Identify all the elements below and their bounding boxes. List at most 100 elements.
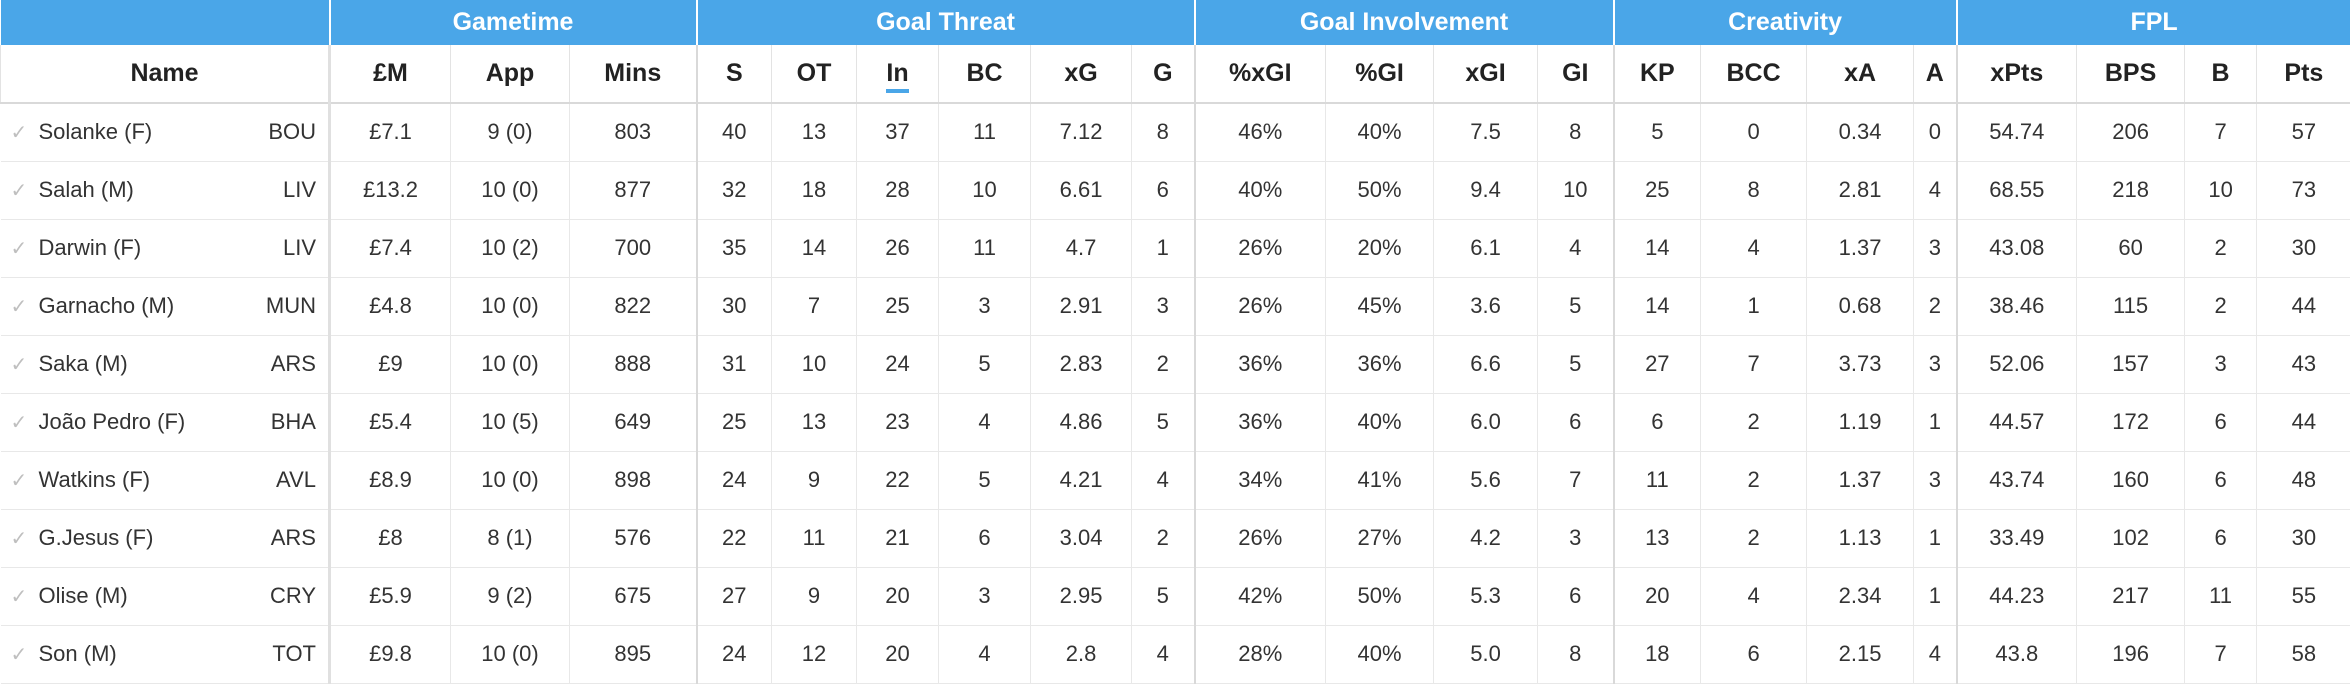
stat-cell: 10 (0) — [450, 161, 570, 220]
checkmark-icon[interactable]: ✓ — [10, 527, 28, 550]
stat-cell: 22 — [695, 509, 772, 568]
table-row[interactable]: ✓ Watkins (F) AVL £8.9 10 (0) 898 24 9 22 5 4.21 4 3… — [0, 451, 2350, 510]
stat-cell: 8 — [1537, 625, 1614, 684]
player-name-cell[interactable]: ✓ Saka (M) ARS — [0, 335, 331, 394]
player-name-cell[interactable]: ✓ Salah (M) LIV — [0, 161, 331, 220]
column-header-col-5[interactable]: OT — [771, 45, 857, 104]
table-row[interactable]: ✓ G.Jesus (F) ARS £8 8 (1) 576 22 11 21 6 3.04 2 26%… — [0, 509, 2350, 568]
stat-cell: 22 — [856, 451, 939, 510]
stat-cell: 6 — [2184, 509, 2257, 568]
column-header-label: App — [485, 59, 535, 87]
stat-cell: 10 — [1537, 161, 1614, 220]
table-row[interactable]: ✓ Olise (M) CRY £5.9 9 (2) 675 27 9 20 3 2.95 5 42% 5… — [0, 567, 2350, 626]
column-header-col-12[interactable]: xGI — [1433, 45, 1538, 104]
stat-cell: 5 — [1131, 567, 1195, 626]
stat-cell: 8 — [1131, 103, 1195, 162]
stat-cell: 32 — [695, 161, 772, 220]
stat-cell: 50% — [1325, 567, 1434, 626]
player-team: MUN — [265, 293, 316, 318]
column-header-col-17[interactable]: A — [1913, 45, 1957, 104]
stat-cell: 33.49 — [1955, 509, 2077, 568]
stat-cell: 10 — [938, 161, 1031, 220]
player-name-cell[interactable]: ✓ G.Jesus (F) ARS — [0, 509, 331, 568]
stat-cell: 2 — [2184, 219, 2257, 278]
stat-cell: 43 — [2256, 335, 2350, 394]
column-header-col-14[interactable]: KP — [1612, 45, 1701, 104]
stat-cell: 9 (0) — [450, 103, 570, 162]
stat-cell: 20% — [1325, 219, 1434, 278]
stat-cell: 6 — [1537, 393, 1614, 452]
table-row[interactable]: ✓ Darwin (F) LIV £7.4 10 (2) 700 35 14 26 11 4.7 1 2… — [0, 219, 2350, 278]
checkmark-icon[interactable]: ✓ — [10, 643, 28, 666]
checkmark-icon[interactable]: ✓ — [10, 469, 28, 492]
column-header-col-21[interactable]: Pts — [2256, 45, 2350, 104]
column-header-col-4[interactable]: S — [695, 45, 772, 104]
stat-cell: 73 — [2256, 161, 2350, 220]
column-header-row: Name £M App Mins S OT In BC xG G %xGI %GI xGI GI KP BCC… — [0, 45, 2350, 104]
player-name: Solanke (F) — [38, 119, 153, 145]
stat-cell: 6 — [1700, 625, 1807, 684]
stat-cell: 3 — [2184, 335, 2257, 394]
player-name-cell[interactable]: ✓ Olise (M) CRY — [0, 567, 331, 626]
table-row[interactable]: ✓ Solanke (F) BOU £7.1 9 (0) 803 40 13 37 11 7.12 8… — [0, 103, 2350, 162]
column-header-col-20[interactable]: B — [2184, 45, 2257, 104]
table-row[interactable]: ✓ Garnacho (M) MUN £4.8 10 (0) 822 30 7 25 3 2.91 3… — [0, 277, 2350, 336]
stat-cell: 5 — [1131, 393, 1195, 452]
column-header-col-1[interactable]: £M — [328, 45, 451, 104]
checkmark-icon[interactable]: ✓ — [10, 121, 28, 144]
stat-cell: 1.13 — [1806, 509, 1914, 568]
checkmark-icon[interactable]: ✓ — [10, 585, 28, 608]
column-header-col-8[interactable]: xG — [1030, 45, 1132, 104]
column-header-label: xGI — [1465, 59, 1506, 87]
checkmark-icon[interactable]: ✓ — [10, 353, 28, 376]
player-name-cell[interactable]: ✓ Darwin (F) LIV — [0, 219, 331, 278]
stat-cell: 25 — [695, 393, 772, 452]
column-header-col-9[interactable]: G — [1131, 45, 1195, 104]
checkmark-icon[interactable]: ✓ — [10, 179, 28, 202]
table-row[interactable]: ✓ João Pedro (F) BHA £5.4 10 (5) 649 25 13 23 4 4.… — [0, 393, 2350, 452]
player-name-cell[interactable]: ✓ Garnacho (M) MUN — [0, 277, 331, 336]
player-name: G.Jesus (F) — [38, 525, 154, 550]
column-header-col-6[interactable]: In — [856, 45, 939, 104]
player-team: BHA — [270, 409, 316, 434]
column-header-name[interactable]: Name — [0, 45, 331, 104]
player-name-cell[interactable]: ✓ Solanke (F) BOU — [0, 103, 331, 162]
stat-cell: 7 — [1537, 451, 1614, 510]
stat-cell: 4.86 — [1030, 393, 1132, 452]
column-header-col-11[interactable]: %GI — [1325, 45, 1434, 104]
column-header-col-3[interactable]: Mins — [568, 45, 697, 104]
player-name-cell[interactable]: ✓ Watkins (F) AVL — [0, 451, 331, 510]
column-header-col-15[interactable]: BCC — [1700, 45, 1807, 104]
column-header-col-16[interactable]: xA — [1806, 45, 1914, 104]
stat-cell: 1 — [1913, 509, 1957, 568]
stat-cell: 4 — [938, 625, 1031, 684]
table-row[interactable]: ✓ Saka (M) ARS £9 10 (0) 888 31 10 24 5 2.83 2 36% 36… — [0, 335, 2350, 394]
column-header-col-19[interactable]: BPS — [2076, 45, 2185, 104]
stat-cell: 24 — [695, 625, 772, 684]
checkmark-icon[interactable]: ✓ — [10, 237, 28, 260]
column-header-label: BCC — [1726, 59, 1781, 87]
player-team: LIV — [282, 235, 316, 260]
table-row[interactable]: ✓ Son (M) TOT £9.8 10 (0) 895 24 12 20 4 2.8 4 28% 40… — [0, 625, 2350, 684]
column-header-col-10[interactable]: %xGI — [1193, 45, 1326, 104]
checkmark-icon[interactable]: ✓ — [10, 411, 28, 434]
table-row[interactable]: ✓ Salah (M) LIV £13.2 10 (0) 877 32 18 28 10 6.61 6… — [0, 161, 2350, 220]
stat-cell: 14 — [1612, 219, 1701, 278]
stat-cell: 2.95 — [1030, 567, 1132, 626]
player-name-cell[interactable]: ✓ Son (M) TOT — [0, 625, 331, 684]
stat-cell: 3 — [1913, 219, 1957, 278]
column-header-col-18[interactable]: xPts — [1955, 45, 2077, 104]
stat-cell: 10 (0) — [450, 625, 570, 684]
column-header-col-7[interactable]: BC — [938, 45, 1031, 104]
stat-cell: 42% — [1193, 567, 1326, 626]
column-header-col-2[interactable]: App — [450, 45, 570, 104]
stat-cell: 3 — [1537, 509, 1614, 568]
player-name-cell[interactable]: ✓ João Pedro (F) BHA — [0, 393, 331, 452]
checkmark-icon[interactable]: ✓ — [10, 295, 28, 318]
column-header-col-13[interactable]: GI — [1537, 45, 1614, 104]
column-header-label: A — [1925, 59, 1944, 87]
stat-cell: 2.83 — [1030, 335, 1132, 394]
column-header-label: Mins — [604, 59, 662, 87]
stat-cell: 60 — [2076, 219, 2185, 278]
stat-cell: 2 — [1131, 509, 1195, 568]
